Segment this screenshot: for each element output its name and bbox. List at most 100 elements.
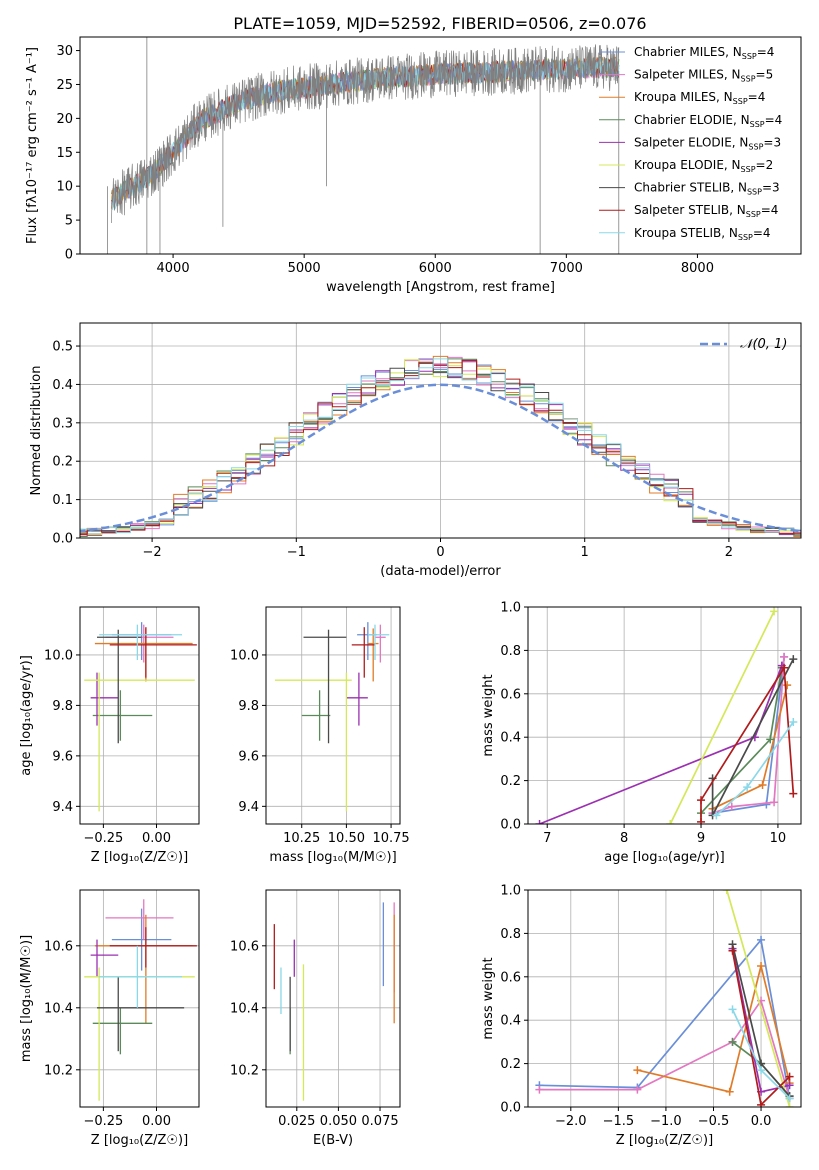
weight-series-salpeter-stelib <box>728 946 794 1107</box>
weight-marker <box>770 798 779 807</box>
axes-frame <box>79 606 200 825</box>
errorbar-kroupa-elodie <box>274 672 352 812</box>
weight-marker <box>697 817 706 824</box>
legend-label: Chabrier STELIB, NSSP=3 <box>634 181 780 197</box>
y-tick-label: 0 <box>65 248 73 263</box>
weight-marker <box>725 1087 734 1096</box>
panel-age-vs-z: −0.25 0.00 9.4 9.6 9.8 10.0 Z [log₁₀(Z/Z☉)] age… <box>19 606 200 865</box>
panel-spectrum: 4000 5000 6000 7000 8000 0 5 10 15 20 25 30 waveleng… <box>25 36 802 295</box>
plot-area <box>274 622 390 812</box>
weight-marker <box>757 1066 766 1075</box>
errorbar-chabrier-stelib <box>97 976 185 1052</box>
legend-label-normal: 𝒩(0, 1) <box>740 337 787 352</box>
x-tick-label: −0.5 <box>698 1114 730 1129</box>
weight-series-kroupa-stelib <box>728 1005 794 1103</box>
y-tick-label: 0.0 <box>500 818 521 833</box>
figure-title: PLATE=1059, MJD=52592, FIBERID=0506, z=0… <box>233 14 646 33</box>
y-tick-label: 0.6 <box>500 970 521 985</box>
observed-spectrum <box>111 44 620 224</box>
errorbar-salpeter-elodie <box>90 939 119 977</box>
plot-area <box>84 899 197 1101</box>
errorbar-kroupa-elodie <box>84 672 195 812</box>
y-tick-label: 10.0 <box>230 648 259 663</box>
weight-marker <box>757 961 766 970</box>
weight-marker <box>757 935 766 944</box>
weight-line <box>669 610 775 824</box>
weight-marker <box>785 1103 794 1107</box>
errorbar-chabrier-elodie <box>92 690 153 741</box>
weight-marker <box>785 1072 794 1081</box>
weight-marker <box>727 802 736 811</box>
errorbar-kroupa-elodie <box>84 967 195 1101</box>
x-tick-label: −1.0 <box>650 1114 682 1129</box>
errorbar-chabrier-miles <box>111 908 172 971</box>
weight-marker <box>728 1005 737 1014</box>
legend: Chabrier MILES, NSSP=4 Salpeter MILES, NS… <box>599 45 782 242</box>
axes-frame <box>79 889 200 1108</box>
plot-area <box>273 902 395 1101</box>
y-tick-label: 9.6 <box>52 749 73 764</box>
y-axis-label: age [log₁₀(age/yr)] <box>19 655 34 776</box>
y-tick-label: 0.0 <box>500 1101 521 1116</box>
panel-residuals: −2 −1 0 1 2 0.0 0.1 0.2 0.3 0.4 0.5 (data-model)/er… <box>29 322 802 579</box>
plot-area <box>535 890 794 1107</box>
panel-weight-vs-z: −2.0 −1.5 −1.0 −0.5 0.0 0.0 0.2 0.4 0.6 0.8 1.0 Z [… <box>481 884 802 1148</box>
x-tick-label: 7000 <box>550 261 583 276</box>
y-tick-label: 0.2 <box>52 455 73 470</box>
histogram-kroupa-miles <box>80 355 801 537</box>
legend-label: Chabrier MILES, NSSP=4 <box>634 45 774 61</box>
weight-marker <box>780 652 789 661</box>
x-axis-label: E(B-V) <box>313 1133 353 1148</box>
x-axis-label: wavelength [Angstrom, rest frame] <box>326 280 555 295</box>
x-axis-label: Z [log₁₀(Z/Z☉)] <box>91 850 188 865</box>
weight-marker <box>789 718 798 727</box>
weight-series-salpeter-stelib <box>697 663 798 824</box>
weight-marker <box>666 820 675 824</box>
y-tick-label: 9.8 <box>52 699 73 714</box>
weight-marker <box>728 1037 737 1046</box>
y-tick-label: 1.0 <box>500 884 521 899</box>
x-tick-label: 9 <box>697 831 705 846</box>
y-axis-label: mass weight <box>481 957 496 1039</box>
y-tick-label: 30 <box>56 44 73 59</box>
y-tick-label: 10 <box>56 180 73 195</box>
x-tick-label: 10.25 <box>283 831 320 846</box>
x-axis-label: mass [log₁₀(M/M☉)] <box>269 850 396 865</box>
y-tick-label: 9.4 <box>52 800 73 815</box>
x-tick-label: −0.25 <box>83 831 123 846</box>
weight-line <box>700 665 795 822</box>
y-axis-label: mass [log₁₀(M/M☉)] <box>19 935 34 1062</box>
x-tick-label: 10 <box>770 831 787 846</box>
weight-series-kroupa-elodie <box>722 890 794 1107</box>
errorbar-kroupa-stelib <box>99 945 182 1008</box>
y-tick-label: 20 <box>56 112 73 127</box>
plot-area <box>535 607 798 824</box>
x-tick-label: −0.25 <box>83 1114 123 1129</box>
axes-frame <box>527 606 802 825</box>
y-tick-label: 25 <box>56 78 73 93</box>
weight-marker <box>783 681 792 690</box>
x-tick-label: 0.075 <box>361 1114 398 1129</box>
legend-label: Kroupa ELODIE, NSSP=2 <box>634 158 773 174</box>
errorbar-salpeter-elodie <box>90 672 119 726</box>
errorbar-chabrier-stelib <box>97 629 142 744</box>
legend-label: Chabrier ELODIE, NSSP=4 <box>634 113 782 129</box>
x-tick-label: 0.025 <box>278 1114 315 1129</box>
panel-mass-vs-z: −0.25 0.00 10.2 10.4 10.6 Z [log₁₀(Z/Z☉)] mass… <box>19 889 200 1148</box>
weight-marker <box>762 800 771 809</box>
errorbar-salpeter-miles <box>374 624 386 663</box>
x-tick-label: 8000 <box>681 261 714 276</box>
weight-marker <box>789 655 798 664</box>
y-tick-label: 15 <box>56 146 73 161</box>
errorbar-salpeter-stelib <box>351 627 375 678</box>
legend-label: Salpeter STELIB, NSSP=4 <box>634 203 778 219</box>
y-tick-label: 0.1 <box>52 493 73 508</box>
y-axis-label: mass weight <box>481 674 496 756</box>
weight-line <box>725 890 791 1107</box>
histogram-salpeter-elodie <box>80 361 801 536</box>
x-tick-label: 6000 <box>419 261 452 276</box>
y-tick-label: 0.3 <box>52 416 73 431</box>
plot-area <box>80 355 801 537</box>
weight-line <box>539 937 791 1099</box>
panel-weight-vs-age: 7 8 9 10 0.0 0.2 0.4 0.6 0.8 1.0 age [log₁₀(age/yr… <box>481 601 802 865</box>
